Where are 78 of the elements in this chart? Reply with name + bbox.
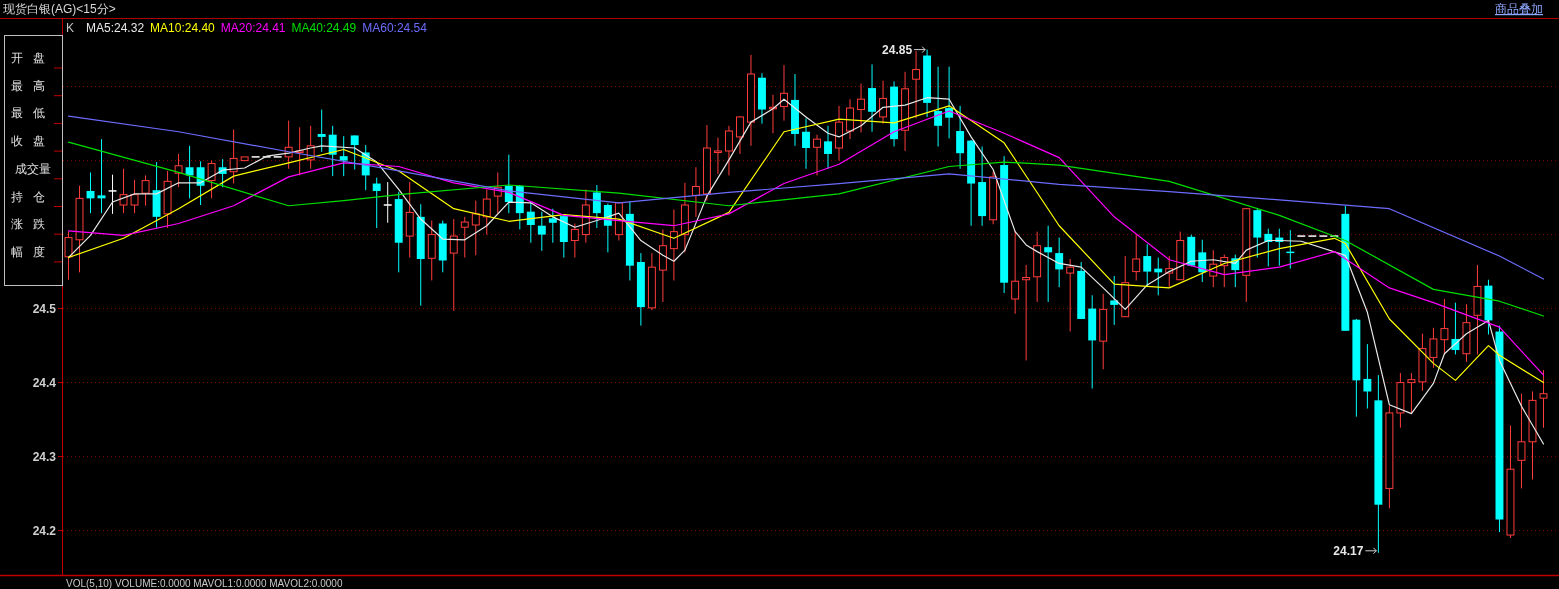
annotation: 24.17	[1333, 543, 1364, 558]
candlestick	[1539, 369, 1548, 429]
candlestick	[548, 208, 557, 244]
candlestick	[735, 115, 744, 155]
text: MA5:24.32	[86, 21, 145, 35]
y-tick-label: 24.4	[32, 375, 57, 390]
candlestick	[934, 66, 943, 148]
candlestick	[1407, 372, 1416, 414]
candlestick	[339, 135, 348, 177]
candlestick	[130, 179, 139, 214]
text: MA10:24.40	[150, 21, 216, 35]
candlestick	[460, 216, 469, 259]
candlestick	[449, 218, 458, 312]
annotation: 24.85	[882, 42, 913, 57]
candlestick	[1110, 275, 1119, 326]
candlestick	[570, 223, 579, 259]
y-tick-label: 24.5	[32, 301, 57, 316]
candlestick	[802, 117, 810, 170]
candlestick	[185, 145, 194, 199]
candlestick	[912, 50, 921, 119]
candlestick	[824, 125, 832, 170]
candlestick	[846, 98, 854, 140]
candlestick	[119, 168, 128, 214]
candlestick	[229, 129, 238, 185]
candlestick	[669, 208, 678, 281]
candlestick	[691, 166, 700, 218]
candlestick	[350, 134, 359, 170]
candlestick	[317, 109, 326, 153]
candlestick	[196, 160, 205, 206]
candlestick	[482, 188, 491, 236]
candlestick	[879, 80, 888, 125]
text: 最低	[11, 106, 55, 121]
text: 开盘	[11, 51, 55, 65]
annotation: K	[66, 21, 75, 35]
candlestick	[1132, 234, 1141, 281]
candlestick	[1044, 225, 1053, 303]
candlestick	[857, 83, 865, 133]
candlestick	[868, 63, 877, 133]
candlestick	[1363, 343, 1372, 409]
y-tick-label: 24.3	[32, 449, 57, 464]
text: MA20:24.41	[220, 21, 286, 35]
y-tick-label: 24.2	[32, 523, 57, 538]
text: 持仓	[11, 189, 55, 204]
candlestick	[1440, 298, 1449, 355]
text: MA60:24.54	[362, 21, 428, 35]
candlestick	[97, 138, 106, 214]
candlestick	[1022, 264, 1031, 361]
line-series	[67, 115, 1545, 280]
candlestick	[1055, 237, 1064, 288]
text: MA40:24.49	[291, 21, 357, 35]
candlestick	[405, 181, 414, 259]
candlestick	[592, 184, 601, 229]
candlestick	[174, 153, 183, 188]
chart-title: 现货白银(AG)<15分>	[3, 2, 116, 16]
text: 涨跌	[11, 217, 55, 232]
candlestick	[813, 134, 821, 176]
candlestick	[724, 125, 733, 176]
candlestick	[537, 211, 546, 252]
candlestick	[713, 137, 722, 175]
text: 成交量	[15, 161, 51, 176]
candlestick	[427, 220, 436, 281]
candlestick	[956, 105, 965, 170]
line-series	[67, 141, 1545, 317]
candlestick	[1429, 327, 1438, 369]
candlestick	[141, 174, 150, 207]
candlestick	[107, 174, 118, 215]
candlestick	[372, 177, 381, 229]
text: VOL(5,10) VOLUME:0.0000 MAVOL1:0.0000 MAVOL2:0.0000	[66, 578, 343, 589]
candlestick	[1011, 230, 1020, 315]
candlestick	[471, 200, 480, 256]
text: 最高	[11, 78, 55, 93]
candlestick	[207, 160, 216, 199]
candlestick	[383, 181, 393, 224]
candlestick	[1517, 393, 1526, 489]
candlestick	[1066, 258, 1075, 333]
text: 幅度	[11, 244, 55, 259]
text: 商品叠加	[1495, 2, 1543, 16]
text: 收盘	[11, 134, 55, 149]
